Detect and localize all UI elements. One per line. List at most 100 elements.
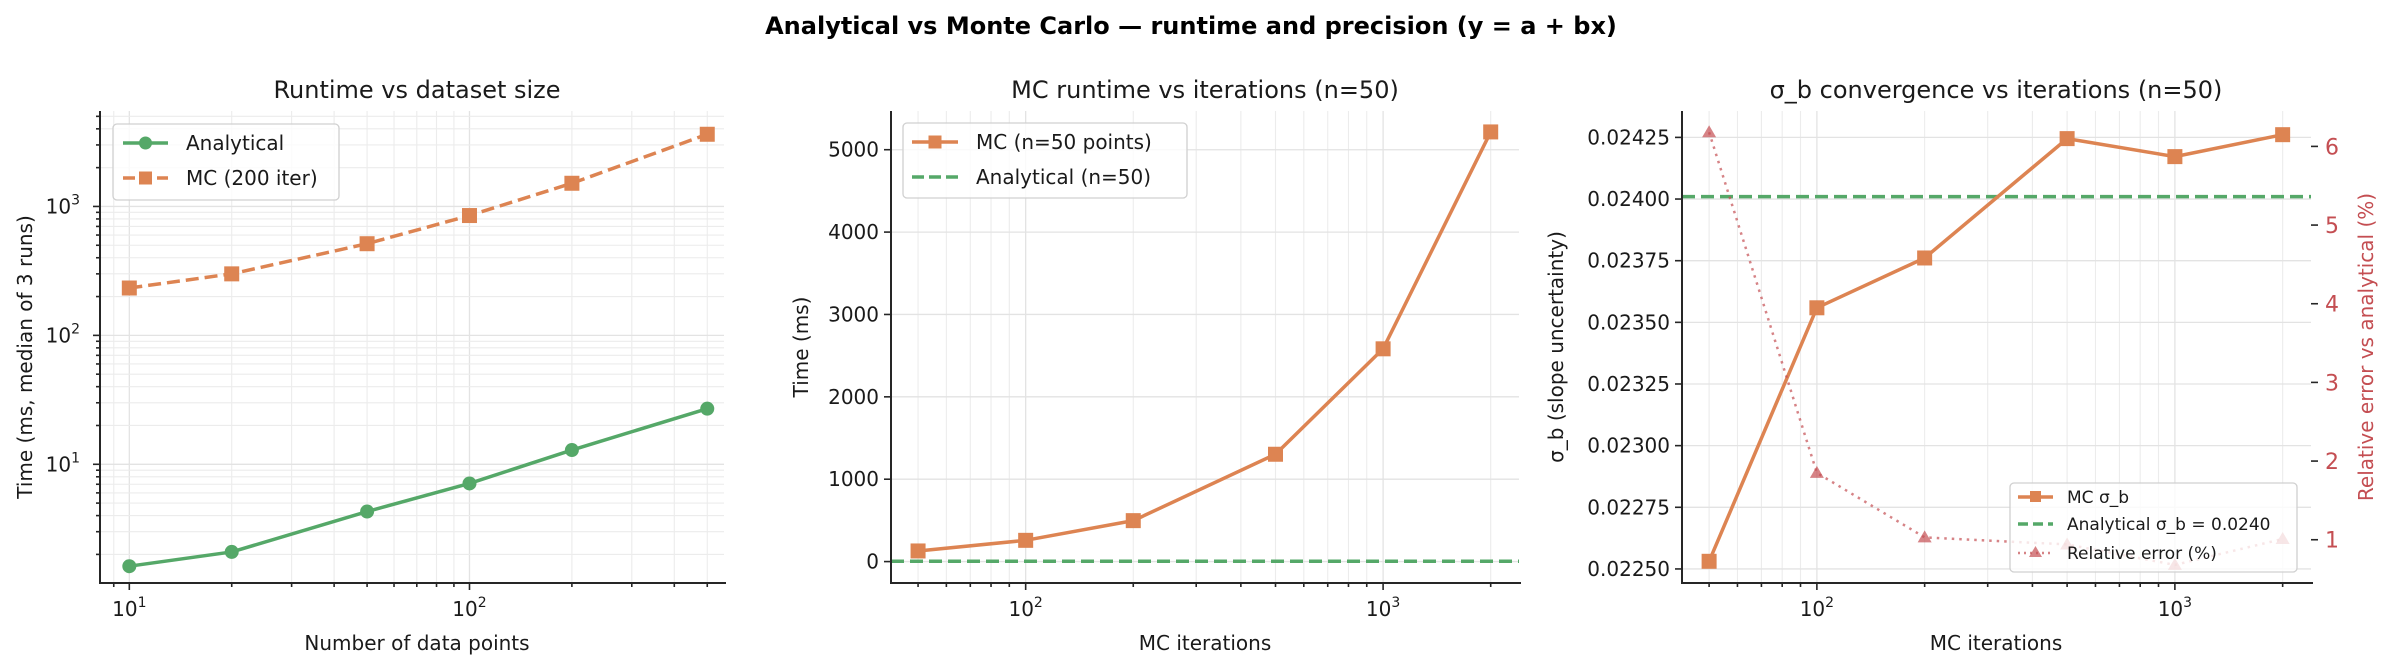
plot-lines: [891, 124, 1519, 563]
axis-spine: [1681, 111, 2313, 584]
legend-label: Analytical: [186, 131, 284, 155]
figure-suptitle: Analytical vs Monte Carlo — runtime and …: [765, 12, 1617, 40]
circle-marker: [564, 443, 579, 458]
x-axis-label: MC iterations: [1930, 631, 2063, 655]
square-marker-icon: [139, 171, 152, 185]
square-marker: [910, 543, 926, 559]
y-tick-label: 5000: [828, 138, 879, 162]
y-tick-label: 0.02250: [1587, 557, 1670, 581]
x-tick-label: 102: [1008, 595, 1042, 621]
y-right-tick-label: 5: [2325, 214, 2339, 239]
axis-spine: [99, 111, 726, 584]
triangle-marker: [1702, 125, 1717, 138]
legend-label: MC (n=50 points): [976, 130, 1152, 154]
square-marker: [121, 280, 137, 296]
legend: MC σ_b Analytical σ_b = 0.0240 Relative …: [2009, 482, 2298, 573]
series-line: [129, 407, 708, 568]
legend-box: [112, 123, 340, 201]
square-marker: [359, 236, 375, 252]
legend-box: [902, 122, 1188, 199]
y-right-tick-label: 4: [2325, 293, 2339, 318]
square-marker: [1701, 553, 1717, 569]
circle-marker: [122, 559, 137, 574]
triangle-marker: [1809, 465, 1824, 478]
square-marker: [2059, 131, 2075, 147]
panel-title: σ_b convergence vs iterations (n=50): [1770, 76, 2223, 104]
y-tick-label: 0.02425: [1587, 125, 1670, 149]
legend-item-mc-sigma: MC σ_b: [2018, 488, 2129, 508]
square-marker: [564, 175, 580, 191]
x-tick-label: 101: [112, 595, 146, 621]
square-marker: [461, 208, 477, 224]
y-tick-label: 0.02400: [1587, 187, 1670, 211]
triangle-marker: [1917, 530, 1932, 543]
y-right-tick-label: 2: [2325, 450, 2339, 475]
circle-marker: [462, 476, 477, 491]
square-marker: [1268, 446, 1284, 462]
panel-title: MC runtime vs iterations (n=50): [1011, 76, 1399, 104]
x-tick-label: 103: [2158, 595, 2192, 621]
square-marker-icon: [2030, 491, 2041, 502]
legend-item-mc: MC (200 iter): [123, 166, 318, 190]
y-right-tick-label: 6: [2325, 135, 2339, 160]
square-marker: [1125, 513, 1141, 529]
triangle-marker-icon: [2029, 546, 2042, 557]
square-marker: [1018, 532, 1034, 548]
square-marker: [1375, 341, 1391, 357]
y-tick-label: 0: [866, 550, 879, 574]
y-axis-label: σ_b (slope uncertainty): [1544, 231, 1568, 463]
x-axis-label: MC iterations: [1139, 631, 1272, 655]
x-tick-label: 103: [1366, 595, 1400, 621]
plot-lines: [121, 126, 715, 574]
legend: Analytical MC (200 iter): [112, 123, 340, 201]
square-marker-icon: [928, 135, 942, 149]
x-tick-label: 102: [452, 595, 486, 621]
y-tick-label: 2000: [828, 385, 879, 409]
y-tick-label: 0.02300: [1587, 434, 1670, 458]
legend: MC (n=50 points) Analytical (n=50): [902, 122, 1188, 199]
circle-marker-icon: [139, 136, 152, 150]
square-marker: [1917, 250, 1933, 266]
y-tick-label: 3000: [828, 302, 879, 326]
square-marker: [1483, 124, 1499, 140]
y-right-tick-label: 1: [2325, 529, 2339, 554]
square-marker: [1809, 300, 1825, 316]
y-axis-label: Time (ms, median of 3 runs): [13, 215, 37, 500]
square-marker: [2167, 149, 2183, 165]
y-tick-label: 101: [46, 450, 80, 476]
y-axis-label-right: Relative error vs analytical (%): [2354, 193, 2378, 501]
legend-label: Analytical (n=50): [976, 165, 1151, 189]
series-line: [1707, 132, 2284, 562]
square-marker: [699, 126, 715, 142]
y-tick-label: 102: [46, 321, 80, 347]
legend-box: [2009, 482, 2298, 573]
circle-marker: [700, 401, 715, 416]
square-marker: [224, 266, 240, 282]
y-tick-label: 103: [46, 192, 80, 218]
circle-marker: [360, 504, 375, 519]
axis-spine: [890, 111, 1521, 584]
x-tick-label: 102: [1800, 595, 1834, 621]
panel-title: Runtime vs dataset size: [273, 76, 560, 104]
square-marker: [2275, 127, 2291, 143]
x-axis-label: Number of data points: [304, 631, 529, 655]
axes: 102 103 0.02250 0.02275 0.02300 0.02325 0.0235…: [1587, 111, 2339, 621]
panel-sigma-b-convergence: 102 103 0.02250 0.02275 0.02300 0.02325 0.0235…: [1544, 76, 2378, 655]
y-tick-label: 0.02275: [1587, 495, 1670, 519]
y-tick-label: 4000: [828, 220, 879, 244]
panel-mc-runtime-vs-iterations: 102 103 0 1000 2000 3000 4000 5000 MC runtime v…: [789, 76, 1521, 655]
y-tick-label: 0.02375: [1587, 249, 1670, 273]
legend-item-relative-error: Relative error (%): [2018, 544, 2217, 564]
legend-label: MC (200 iter): [186, 166, 318, 190]
circle-marker: [224, 544, 239, 559]
legend-label: MC σ_b: [2067, 488, 2129, 508]
series-line: [129, 132, 708, 290]
legend-label: Relative error (%): [2067, 544, 2217, 564]
y-tick-label: 0.02350: [1587, 310, 1670, 334]
legend-item-analytical-sigma: Analytical σ_b = 0.0240: [2018, 515, 2271, 535]
legend-item-mc: MC (n=50 points): [912, 130, 1152, 154]
legend-label: Analytical σ_b = 0.0240: [2067, 515, 2271, 535]
y-tick-label: 1000: [828, 467, 879, 491]
y-right-tick-label: 3: [2325, 371, 2339, 396]
